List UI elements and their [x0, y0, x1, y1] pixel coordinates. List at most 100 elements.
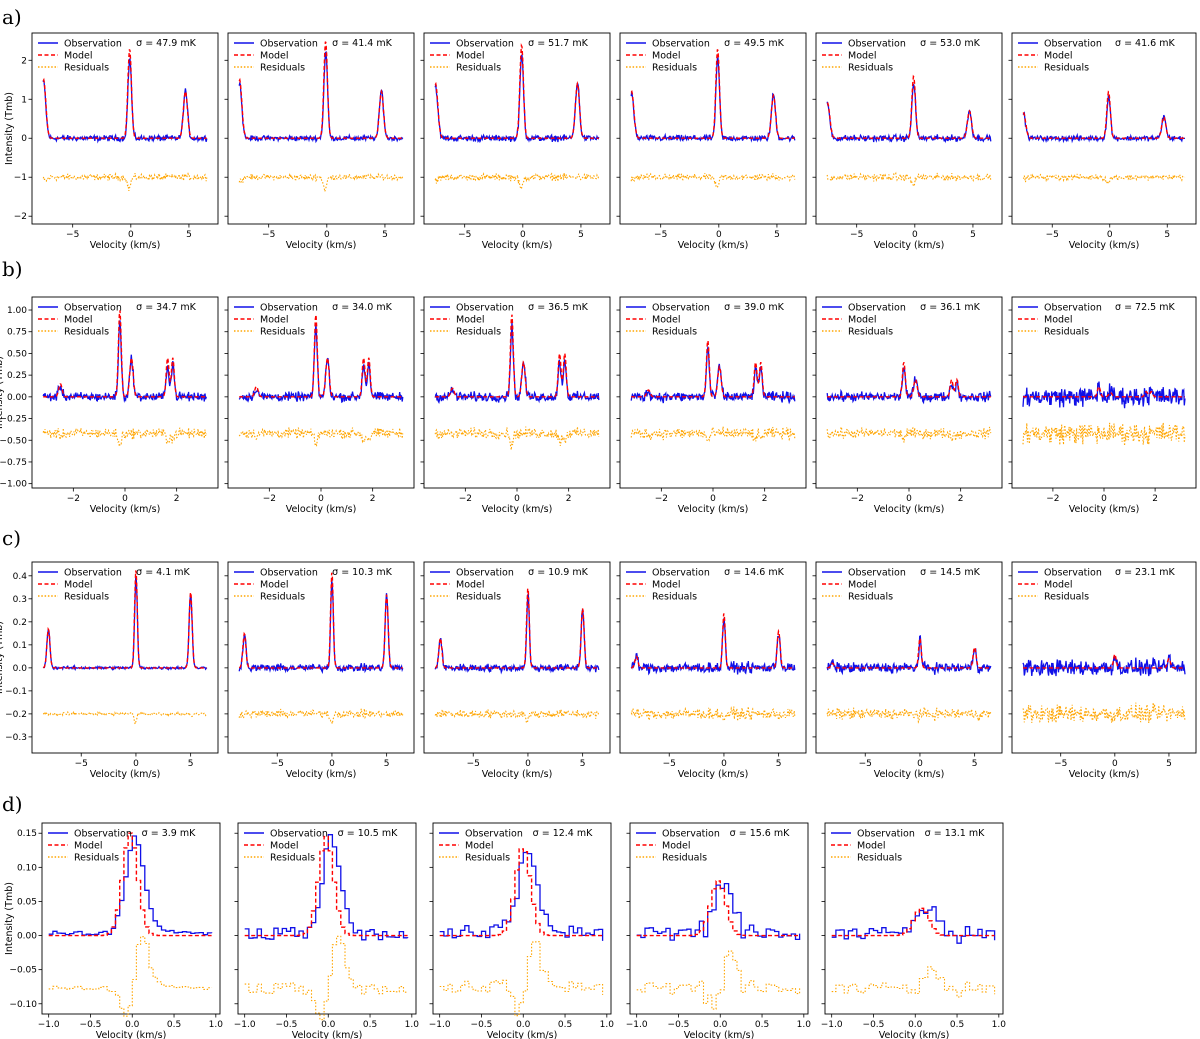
- legend-entry: Observation: [260, 39, 318, 50]
- x-tick-label: 2: [566, 494, 572, 504]
- legend-entry: Model: [456, 51, 485, 62]
- legend-entry: Model: [64, 51, 93, 62]
- panel-d-5: −1.0 −0.5 0.0 0.5 1.0 Velocity (km/s) Observat…: [821, 822, 1007, 1039]
- panel-b-3: −2 0 2 Velocity (km/s) ObservationModelResid…: [420, 296, 611, 515]
- observation-series: [244, 834, 409, 941]
- legend-entry: Model: [74, 841, 103, 852]
- x-tick-label: 0: [912, 230, 918, 240]
- x-tick-label: 0: [917, 759, 923, 769]
- residuals-series: [831, 966, 996, 998]
- sigma-label: σ = 36.5 mK: [528, 302, 588, 313]
- sigma-label: σ = 4.1 mK: [136, 567, 190, 578]
- legend-entry: Model: [260, 51, 289, 62]
- residuals-series: [42, 171, 208, 192]
- model-series: [42, 570, 207, 669]
- x-tick-label: 0: [122, 494, 128, 504]
- panel-a-2: −5 0 5 Velocity (km/s) ObservationModelResid…: [224, 32, 415, 251]
- observation-series: [434, 593, 600, 675]
- x-tick-label: 5: [1164, 230, 1170, 240]
- model-series: [827, 636, 991, 669]
- x-axis-label: Velocity (km/s): [684, 1030, 755, 1039]
- x-tick-label: 1.0: [797, 1020, 812, 1030]
- x-tick-label: −0.5: [80, 1020, 102, 1030]
- legend-entry: Model: [64, 580, 93, 591]
- panel-c-1: −5 0 5 Velocity (km/s) −0.3 −0.2 −0.1 0.0 0.1 0.2…: [0, 561, 219, 780]
- x-tick-label: 0.0: [713, 1020, 728, 1030]
- y-tick-label: −0.50: [0, 436, 27, 446]
- observation-series: [434, 321, 600, 405]
- residuals-series: [434, 172, 600, 191]
- y-tick-label: −1: [14, 173, 27, 183]
- x-axis-label: Velocity (km/s): [678, 504, 749, 515]
- legend-entry: Residuals: [848, 63, 893, 74]
- x-tick-label: 5: [972, 759, 978, 769]
- sigma-label: σ = 49.5 mK: [724, 38, 784, 49]
- observation-series: [826, 83, 992, 144]
- observation-series: [1022, 381, 1186, 409]
- x-axis-label: Velocity (km/s): [96, 1030, 167, 1039]
- x-axis-label: Velocity (km/s): [292, 1030, 363, 1039]
- sigma-label: σ = 10.3 mK: [332, 567, 392, 578]
- x-tick-label: 1.0: [209, 1020, 224, 1030]
- panel-d-4: −1.0 −0.5 0.0 0.5 1.0 Velocity (km/s) Observat…: [626, 822, 812, 1039]
- x-tick-label: −5: [850, 230, 863, 240]
- observation-series: [826, 634, 992, 676]
- y-tick-label: 0.50: [7, 349, 27, 359]
- sigma-label: σ = 51.7 mK: [528, 38, 588, 49]
- sigma-label: σ = 13.1 mK: [925, 828, 985, 839]
- legend-entry: Residuals: [260, 63, 305, 74]
- x-tick-label: −2: [851, 494, 864, 504]
- x-axis-label: Velocity (km/s): [90, 504, 161, 515]
- x-tick-label: 2: [762, 494, 768, 504]
- residuals-series: [630, 425, 796, 442]
- y-tick-label: 0.05: [17, 897, 37, 907]
- x-tick-label: 2: [174, 494, 180, 504]
- legend-entry: Observation: [1044, 568, 1102, 579]
- legend-entry: Observation: [64, 568, 122, 579]
- x-tick-label: −2: [1046, 494, 1059, 504]
- panel-a-5: −5 0 5 Velocity (km/s) ObservationModelResid…: [812, 32, 1003, 251]
- sigma-label: σ = 14.5 mK: [920, 567, 980, 578]
- legend-entry: Residuals: [465, 853, 510, 864]
- x-tick-label: −5: [1046, 230, 1059, 240]
- panel-a-1: −5 0 5 Velocity (km/s) −2 −1 0 1 2 Intensity (Tmb…: [4, 32, 219, 251]
- panel-a-3: −5 0 5 Velocity (km/s) ObservationModelResid…: [420, 32, 611, 251]
- panel-c-6: −5 0 5 Velocity (km/s) ObservationModelResid…: [1008, 561, 1197, 780]
- legend-entry: Observation: [64, 303, 122, 314]
- x-axis-label: Velocity (km/s): [1069, 504, 1140, 515]
- x-tick-label: 5: [776, 759, 782, 769]
- y-tick-label: −2: [14, 212, 27, 222]
- x-axis-label: Velocity (km/s): [678, 769, 749, 780]
- x-axis-label: Velocity (km/s): [90, 240, 161, 251]
- x-tick-label: 0: [525, 759, 531, 769]
- panel-a-6: −5 0 5 Velocity (km/s) ObservationModelResid…: [1008, 32, 1197, 251]
- axes-frame: [1011, 561, 1197, 754]
- y-tick-label: 1.00: [7, 306, 27, 316]
- legend-entry: Model: [662, 841, 691, 852]
- model-series: [631, 340, 795, 398]
- legend-entry: Model: [1044, 315, 1073, 326]
- y-tick-label: −0.10: [9, 1000, 37, 1010]
- legend-entry: Model: [652, 51, 681, 62]
- axes-frame: [31, 296, 219, 489]
- observation-series: [439, 851, 604, 941]
- legend-entry: Observation: [652, 39, 710, 50]
- x-tick-label: 0: [1112, 759, 1118, 769]
- sigma-label: σ = 39.0 mK: [724, 302, 784, 313]
- model-series: [630, 49, 795, 139]
- legend-entry: Model: [456, 580, 485, 591]
- model-series: [826, 74, 991, 139]
- legend-entry: Residuals: [1044, 327, 1089, 338]
- legend-entry: Observation: [1044, 39, 1102, 50]
- observation-series: [1022, 95, 1186, 144]
- x-tick-label: −5: [75, 759, 88, 769]
- sigma-label: σ = 3.9 mK: [142, 828, 196, 839]
- x-tick-label: −2: [67, 494, 80, 504]
- x-tick-label: 1.0: [992, 1020, 1007, 1030]
- model-series: [434, 588, 599, 669]
- x-tick-label: −1.0: [626, 1020, 648, 1030]
- x-tick-label: −5: [467, 759, 480, 769]
- panel-a-4: −5 0 5 Velocity (km/s) ObservationModelResid…: [616, 32, 807, 251]
- model-series: [439, 848, 603, 937]
- x-tick-label: 0: [1107, 230, 1113, 240]
